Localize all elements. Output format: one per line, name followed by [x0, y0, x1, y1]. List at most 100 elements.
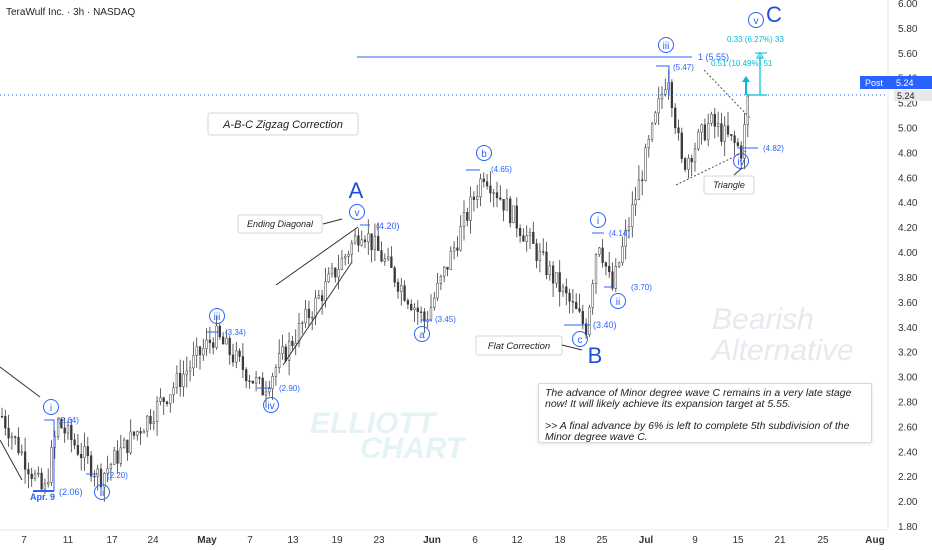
y-tick-label: 4.20 — [898, 223, 918, 234]
candle-body — [611, 271, 614, 289]
candle-body — [726, 125, 730, 135]
candle-body — [601, 247, 604, 263]
y-tick-label: 2.60 — [898, 422, 918, 433]
candle-body — [215, 325, 218, 348]
candle-body — [238, 350, 241, 357]
y-tick-label: 2.20 — [898, 472, 918, 483]
time-axis[interactable]: 7 11 17 24 May 7 13 19 23 Jun 6 12 18 25 Jul 9 15 21 25 Aug — [21, 535, 885, 546]
ending-diagonal-label: Ending Diagonal — [247, 219, 314, 229]
x-tick-label: 17 — [106, 535, 118, 546]
candle-body — [93, 475, 96, 478]
candle-body — [525, 235, 528, 242]
swing-brackets — [33, 65, 758, 492]
x-tick-label: 21 — [774, 535, 786, 546]
note-paragraph-2: >> A final advance by 6% is left to comp… — [545, 420, 850, 443]
candle-body — [571, 301, 575, 303]
minor-wave-labels — [43, 12, 764, 500]
candle-body — [575, 301, 578, 309]
candle-body — [452, 247, 456, 252]
candle-body — [188, 367, 192, 372]
candle-body — [591, 283, 594, 308]
candle-body — [631, 204, 634, 228]
candle-body — [538, 251, 542, 261]
candle-body — [241, 356, 245, 370]
y-tick-label: 6.00 — [898, 0, 918, 10]
candle-body — [555, 272, 558, 284]
candle-body — [142, 430, 146, 434]
candle-body — [657, 98, 660, 114]
candle-body — [674, 107, 677, 129]
candle-body — [136, 431, 139, 436]
candle-body — [654, 112, 657, 124]
candle-body — [664, 89, 667, 95]
candle-body — [122, 439, 126, 449]
x-tick-label: 18 — [554, 535, 566, 546]
triangle-lines — [675, 69, 751, 186]
candle-body — [96, 468, 99, 477]
candle-body — [380, 250, 383, 262]
y-tick-label: 5.60 — [898, 49, 918, 60]
candle-body — [116, 450, 119, 464]
projection-arrows — [742, 52, 767, 96]
note-paragraph-1: The advance of Minor degree wave C remai… — [545, 387, 852, 410]
ending-diagonal-callout: Ending Diagonal — [237, 214, 343, 234]
candle-body — [542, 251, 545, 253]
candle-body — [17, 437, 20, 454]
candle-body — [515, 205, 518, 229]
candle-body — [466, 212, 469, 221]
candle-body — [146, 415, 149, 432]
candle-body — [627, 226, 631, 231]
candle-body — [235, 350, 238, 363]
candle-body — [733, 135, 736, 143]
candle-body — [274, 367, 278, 377]
date-label: Apr. 9 — [30, 492, 55, 502]
candle-body — [205, 339, 208, 349]
candle-body — [400, 285, 403, 292]
y-tick-label: 3.00 — [898, 373, 918, 384]
candle-body — [132, 431, 136, 436]
candle-body — [208, 339, 212, 344]
candle-body — [598, 247, 601, 255]
candle-body — [63, 427, 66, 434]
y-tick-label: 2.40 — [898, 447, 918, 458]
candle-body — [80, 454, 83, 459]
candle-body — [710, 113, 713, 124]
candle-body — [687, 157, 690, 170]
candle-body — [505, 198, 509, 211]
x-tick-label: May — [197, 535, 217, 546]
zigzag-callout: A-B-C Zigzag Correction — [207, 112, 359, 136]
y-tick-label: 2.80 — [898, 398, 918, 409]
candle-body — [367, 233, 370, 243]
candle-body — [406, 300, 410, 305]
x-tick-label: 13 — [287, 535, 299, 546]
candle-body — [291, 340, 294, 347]
candle-body — [126, 439, 129, 453]
candle-body — [443, 266, 446, 277]
candle-body — [50, 447, 53, 483]
x-tick-label: 15 — [732, 535, 744, 546]
candle-body — [439, 275, 443, 284]
watermark-group: ELLIOTT CHART Bearish Alternative — [310, 303, 854, 465]
price-tag[interactable]: Post 5.24 5.24 — [860, 76, 932, 101]
candle-body — [690, 157, 693, 163]
candle-body — [429, 306, 433, 321]
candle-body — [614, 266, 617, 289]
wave-major-a: A — [349, 178, 364, 203]
analysis-note: The advance of Minor degree wave C remai… — [538, 383, 872, 443]
projection-label-1: 0.33 (6.27%) 33 — [727, 35, 784, 44]
x-tick-label: 6 — [472, 535, 478, 546]
candle-body — [720, 123, 723, 142]
x-tick-label: Jun — [423, 535, 441, 546]
candle-body — [175, 372, 179, 388]
y-tick-label: 3.20 — [898, 348, 918, 359]
candle-body — [479, 178, 482, 197]
candle-body — [245, 369, 248, 382]
candle-body — [683, 158, 687, 170]
wave-label: iv — [737, 157, 744, 168]
level-label: (2.64) — [58, 416, 79, 425]
candle-body — [446, 266, 449, 270]
candle-body — [723, 125, 726, 142]
candle-body — [261, 377, 264, 396]
